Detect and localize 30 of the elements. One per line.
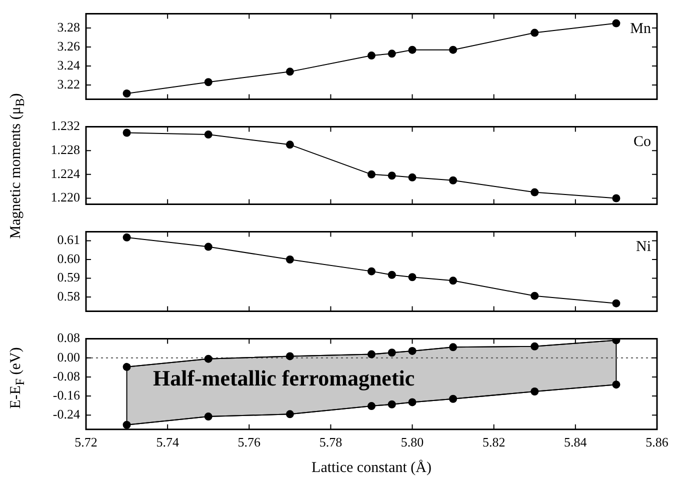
x-tick-label: 5.80 <box>400 434 424 450</box>
y-tick-label: 3.28 <box>57 19 80 34</box>
annotation: Ni <box>636 239 651 256</box>
y-tick-label: 0.61 <box>57 232 80 248</box>
y-tick-label: 1.228 <box>50 142 80 158</box>
y-tick-label: 3.22 <box>57 76 80 92</box>
y-tick-label: 0.60 <box>57 250 80 266</box>
x-tick-label: 5.74 <box>156 434 180 450</box>
annotation: Mn <box>630 21 652 38</box>
x-tick-label: 5.84 <box>564 434 588 450</box>
y-tick-label: 0.00 <box>57 349 80 364</box>
y-tick-label: 1.224 <box>50 166 80 181</box>
y-tick-label: 0.08 <box>57 330 80 346</box>
y-tick-label: 1.232 <box>50 118 80 134</box>
annotation: Half-metallic ferromagnetic <box>153 365 415 390</box>
y-tick-label: -0.24 <box>52 406 80 422</box>
x-tick-label: 5.86 <box>646 434 669 450</box>
y-tick-label: 0.59 <box>57 270 80 285</box>
y-tick-label: -0.08 <box>52 368 80 384</box>
x-tick-label: 5.72 <box>74 434 98 450</box>
x-tick-label: 5.82 <box>482 434 506 450</box>
x-axis-title: Lattice constant (Å) <box>312 458 432 476</box>
x-tick-label: 5.78 <box>319 434 342 450</box>
y-tick-label: 3.24 <box>57 57 80 72</box>
x-tick-label: 5.76 <box>238 434 262 450</box>
y-tick-label: 0.58 <box>57 288 80 304</box>
annotation: Co <box>633 134 651 150</box>
y-tick-label: 3.26 <box>57 38 80 54</box>
y-tick-label: 1.220 <box>50 190 80 205</box>
y-tick-label: -0.16 <box>52 387 80 402</box>
